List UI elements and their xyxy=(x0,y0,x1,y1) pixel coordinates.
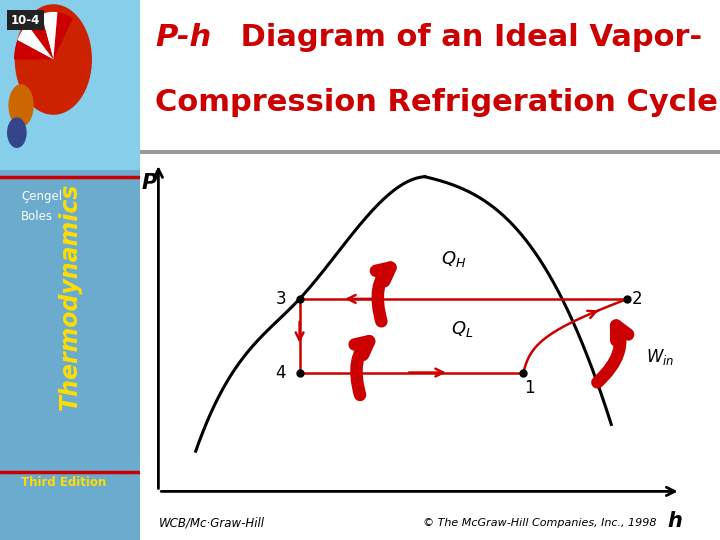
Wedge shape xyxy=(14,40,53,59)
Text: © The McGraw-Hill Companies, Inc., 1998: © The McGraw-Hill Companies, Inc., 1998 xyxy=(423,518,657,529)
Wedge shape xyxy=(17,24,53,59)
Text: $Q_L$: $Q_L$ xyxy=(451,319,474,339)
Ellipse shape xyxy=(7,117,27,148)
Wedge shape xyxy=(41,12,58,59)
Text: Compression Refrigeration Cycle: Compression Refrigeration Cycle xyxy=(155,87,718,117)
Ellipse shape xyxy=(9,84,34,127)
Text: Çengel: Çengel xyxy=(21,190,62,203)
Text: WCB/Mc·Graw-Hill: WCB/Mc·Graw-Hill xyxy=(158,516,264,530)
Text: 3: 3 xyxy=(276,290,287,308)
Text: P-h: P-h xyxy=(155,23,211,52)
Text: 10-4: 10-4 xyxy=(11,14,40,26)
Text: $Q_H$: $Q_H$ xyxy=(441,249,466,269)
Text: 4: 4 xyxy=(276,363,286,382)
Wedge shape xyxy=(27,14,53,59)
Text: $W_{in}$: $W_{in}$ xyxy=(646,347,674,368)
Text: Third Edition: Third Edition xyxy=(21,476,107,489)
Text: Thermodynamics: Thermodynamics xyxy=(58,183,82,410)
Text: Boles: Boles xyxy=(21,210,53,223)
Ellipse shape xyxy=(14,4,92,115)
Text: Diagram of an Ideal Vapor-: Diagram of an Ideal Vapor- xyxy=(230,23,703,52)
Text: 1: 1 xyxy=(524,379,535,396)
Wedge shape xyxy=(53,12,73,59)
Text: h: h xyxy=(667,511,683,531)
Text: 2: 2 xyxy=(631,290,642,308)
Text: P: P xyxy=(141,173,156,193)
